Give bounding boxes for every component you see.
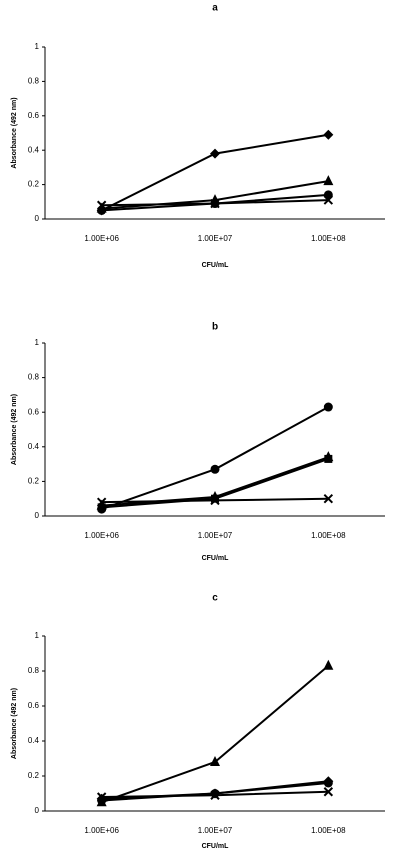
marker [323,129,334,140]
marker [323,787,334,797]
marker [324,454,333,463]
y-axis-label: Absorbance (492 nm) [11,394,18,465]
marker [210,464,220,474]
y-tick-label: 0.8 [28,77,40,86]
y-tick-label: 0.2 [28,771,40,780]
y-tick-label: 0.2 [28,477,40,486]
marker [323,175,334,186]
y-tick-label: 1 [35,338,40,347]
marker [323,659,334,670]
marker [96,497,107,507]
x-tick-label: 1.00E+06 [84,234,119,243]
marker [323,493,334,504]
marker [210,495,220,506]
x-axis-label: CFU/mL [202,843,230,850]
x-axis-label: CFU/mL [202,555,230,562]
y-axis-label: Absorbance (492 nm) [11,97,18,168]
y-tick-label: 1 [35,42,40,51]
y-axis-label: Absorbance (492 nm) [11,688,18,759]
x-tick-label: 1.00E+08 [311,234,346,243]
marker [323,402,333,412]
marker [96,200,107,210]
marker [323,778,333,788]
series-line [101,664,329,804]
marker [210,198,220,209]
chart-title: c [212,593,218,604]
marker [210,790,220,800]
y-tick-label: 0.4 [28,736,40,745]
marker [323,195,334,205]
marker [96,792,107,802]
y-tick-label: 0.4 [28,145,40,154]
x-tick-label: 1.00E+06 [84,531,119,540]
marker [210,756,220,766]
y-tick-label: 0.6 [28,111,40,120]
y-tick-label: 0 [35,511,40,520]
x-tick-label: 1.00E+07 [198,826,233,835]
chart-title: a [212,3,218,14]
chart-title: b [212,322,218,333]
y-tick-label: 0.8 [28,666,40,675]
y-tick-label: 1 [35,631,40,640]
y-tick-label: 0.6 [28,701,40,710]
x-axis-label: CFU/mL [202,262,230,269]
y-tick-label: 0.4 [28,442,40,451]
y-tick-label: 0 [35,214,40,223]
y-tick-label: 0.8 [28,373,40,382]
x-tick-label: 1.00E+06 [84,826,119,835]
x-tick-label: 1.00E+07 [198,531,233,540]
marker [211,494,219,503]
marker [210,148,220,159]
x-tick-label: 1.00E+08 [311,826,346,835]
y-tick-label: 0.6 [28,407,40,416]
y-tick-label: 0 [35,806,40,815]
marker [97,503,106,512]
x-tick-label: 1.00E+07 [198,234,233,243]
y-tick-label: 0.2 [28,180,40,189]
x-tick-label: 1.00E+08 [311,531,346,540]
